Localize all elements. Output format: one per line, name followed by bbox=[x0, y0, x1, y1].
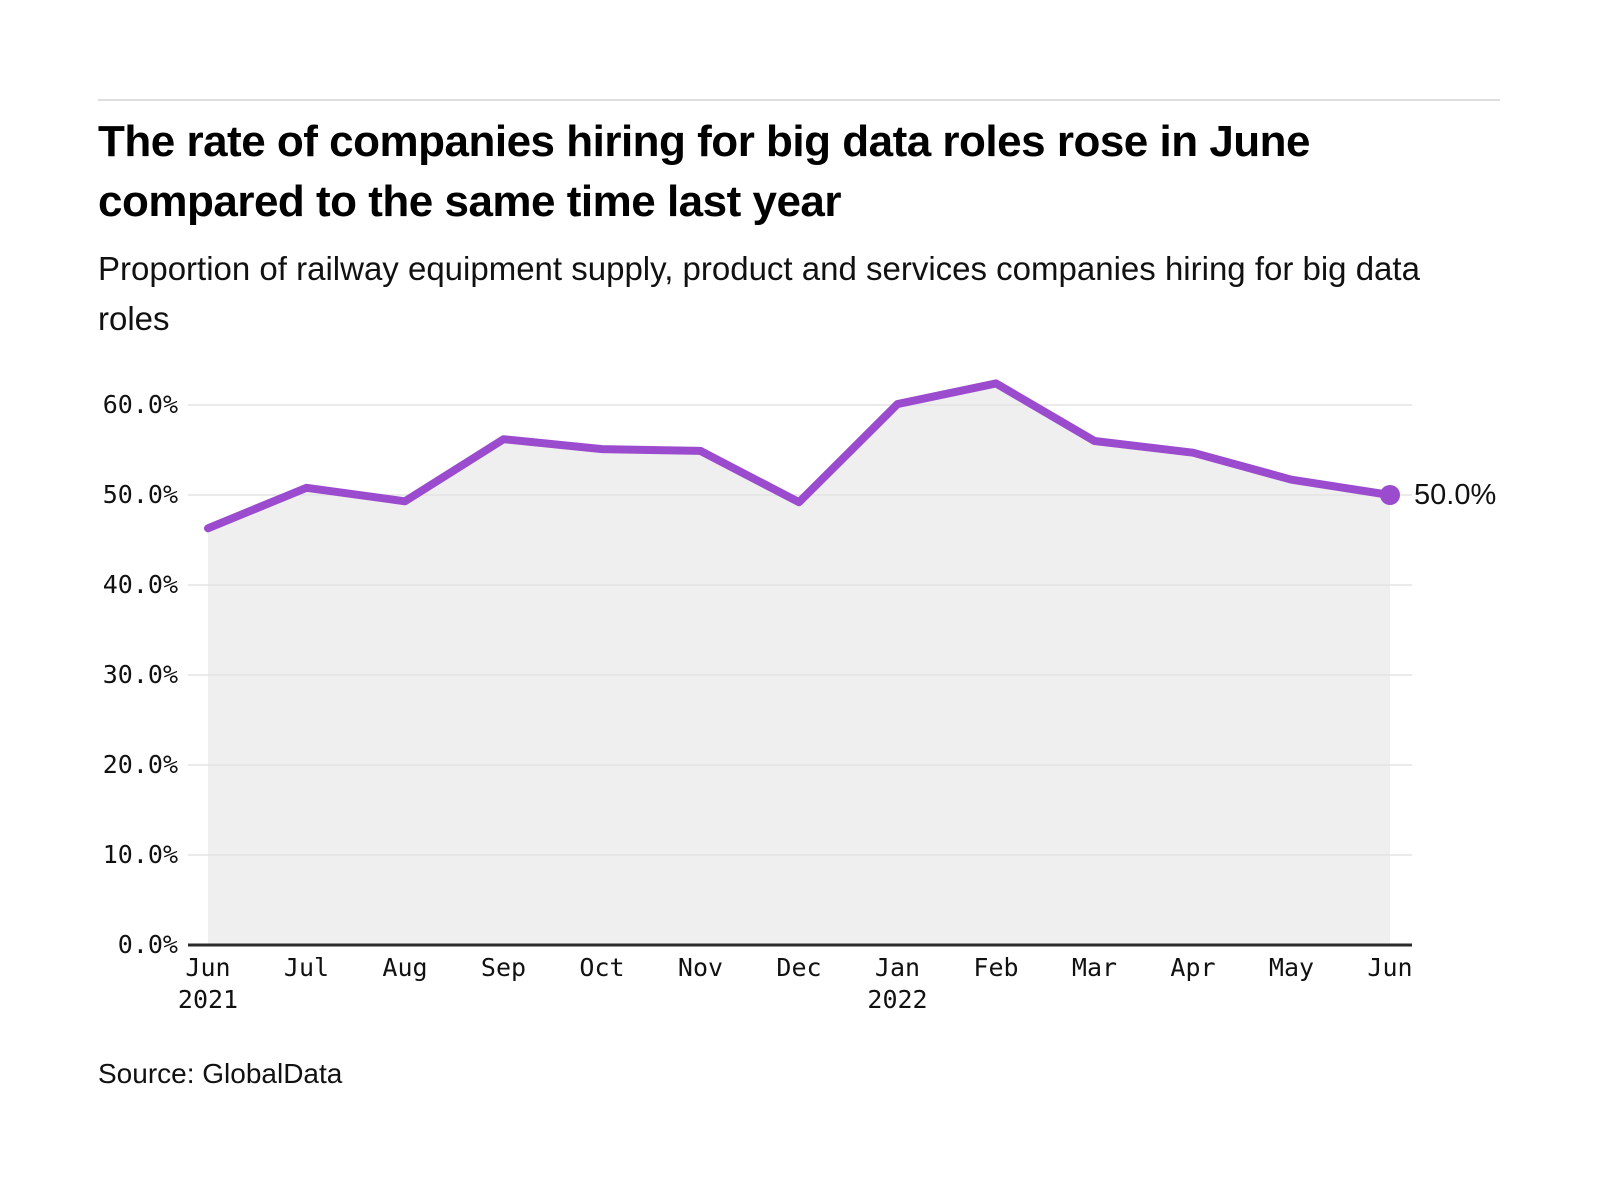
y-axis-tick-label: 60.0% bbox=[102, 390, 178, 419]
y-axis-tick-label: 20.0% bbox=[102, 750, 178, 779]
x-axis-year-label: 2021 bbox=[177, 985, 239, 1014]
chart-subtitle: Proportion of railway equipment supply, … bbox=[98, 250, 1420, 338]
end-value-label: 50.0% bbox=[1414, 479, 1497, 511]
y-axis-tick-label: 40.0% bbox=[102, 570, 178, 599]
source-note: Source: GlobalData bbox=[98, 1058, 343, 1089]
end-point-marker bbox=[1380, 485, 1400, 505]
top-divider-rule bbox=[98, 99, 1500, 101]
x-axis-tick-label: Apr bbox=[1170, 953, 1216, 982]
x-axis-tick-label: Nov bbox=[677, 953, 724, 982]
x-axis-tick-label: Aug bbox=[382, 953, 428, 982]
x-axis-tick-label: Jul bbox=[283, 953, 330, 982]
x-axis-tick-label: Mar bbox=[1071, 953, 1118, 982]
chart-title: The rate of companies hiring for big dat… bbox=[98, 117, 1311, 226]
x-axis-tick-label: Feb bbox=[973, 953, 1019, 982]
y-axis-tick-label: 10.0% bbox=[102, 840, 178, 869]
y-axis-tick-label: 50.0% bbox=[102, 480, 178, 509]
x-axis-tick-label: Jan bbox=[874, 953, 921, 982]
x-axis-tick-label: Jun bbox=[185, 953, 231, 982]
x-axis-tick-label: Sep bbox=[480, 953, 527, 982]
x-axis-tick-label: Dec bbox=[776, 953, 822, 982]
x-axis-tick-label: Oct bbox=[579, 953, 625, 982]
x-axis-tick-label: Jun bbox=[1367, 953, 1413, 982]
area-fill bbox=[208, 383, 1390, 945]
y-axis-tick-label: 0.0% bbox=[117, 930, 178, 959]
x-axis-tick-label: May bbox=[1268, 953, 1315, 982]
y-axis-tick-label: 30.0% bbox=[102, 660, 178, 689]
data-line bbox=[204, 379, 1394, 533]
x-axis-year-label: 2022 bbox=[867, 985, 928, 1014]
